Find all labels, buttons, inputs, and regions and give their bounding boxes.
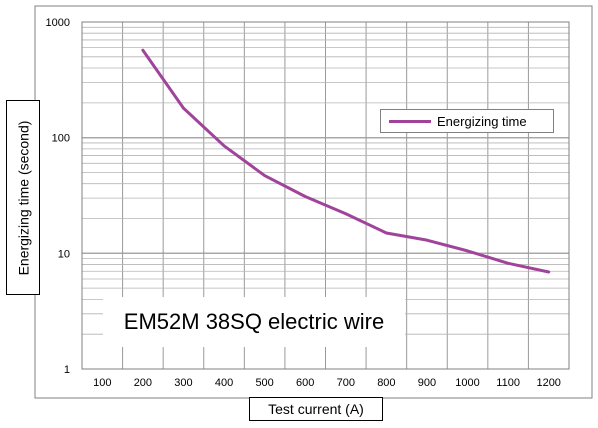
y-tick-label: 1: [64, 364, 70, 376]
x-tick-label: 900: [418, 377, 436, 389]
x-tick-labels: 100 200 300 400 500 600 700 800 900 1000 1100 1200: [93, 377, 561, 389]
y-axis-label-box: Energizing time (second): [6, 100, 40, 295]
x-tick-label: 100: [93, 377, 111, 389]
x-axis-label: Test current (A): [249, 397, 383, 421]
x-tick-label: 500: [255, 377, 273, 389]
x-tick-label: 300: [174, 377, 192, 389]
plot-area-border: [81, 21, 570, 370]
x-tick-label: 800: [377, 377, 395, 389]
legend-label-energizing-time: Energizing time: [437, 113, 527, 129]
x-tick-label: 1100: [496, 377, 520, 389]
x-tick-label: 1200: [536, 377, 560, 389]
y-tick-labels: 1 10 100 1000: [46, 17, 70, 376]
y-tick-label: 10: [58, 248, 70, 260]
x-tick-label: 1000: [455, 377, 479, 389]
y-tick-label: 100: [52, 133, 70, 145]
y-tick-label: 1000: [46, 17, 70, 29]
y-axis-label: Energizing time (second): [15, 120, 32, 275]
legend: Energizing time: [380, 109, 554, 133]
series-layer: [141, 48, 551, 274]
x-tick-label: 200: [134, 377, 152, 389]
legend-swatch-energizing-time: [389, 119, 431, 123]
chart-annotation: EM52M 38SQ electric wire: [103, 297, 405, 347]
x-tick-label: 600: [296, 377, 314, 389]
series-line-energizing-time: [141, 48, 551, 274]
x-tick-label: 400: [215, 377, 233, 389]
x-tick-label: 700: [337, 377, 355, 389]
